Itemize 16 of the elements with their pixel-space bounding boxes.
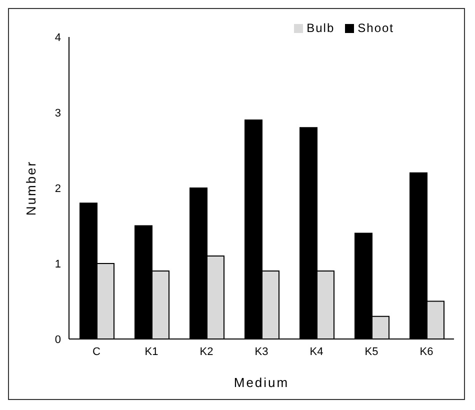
x-tick-label: K2 [200, 346, 214, 358]
x-tick-label: K3 [254, 346, 268, 358]
y-tick-label: 2 [54, 182, 61, 195]
x-axis-title: Medium [234, 375, 290, 390]
x-tick-label: K5 [364, 346, 378, 358]
y-tick-label: 3 [54, 107, 61, 120]
y-tick-label: 0 [54, 334, 61, 346]
y-axis-title: Number [24, 160, 39, 216]
y-tick-label: 4 [54, 32, 61, 44]
x-tick-label: K4 [310, 346, 324, 358]
legend-label: Shoot [358, 21, 394, 35]
x-tick-label: K6 [420, 346, 434, 358]
legend-label: Bulb [306, 21, 335, 35]
y-tick-label: 1 [54, 258, 61, 270]
x-tick-label: C [92, 346, 101, 358]
x-tick-label: K1 [144, 346, 158, 358]
